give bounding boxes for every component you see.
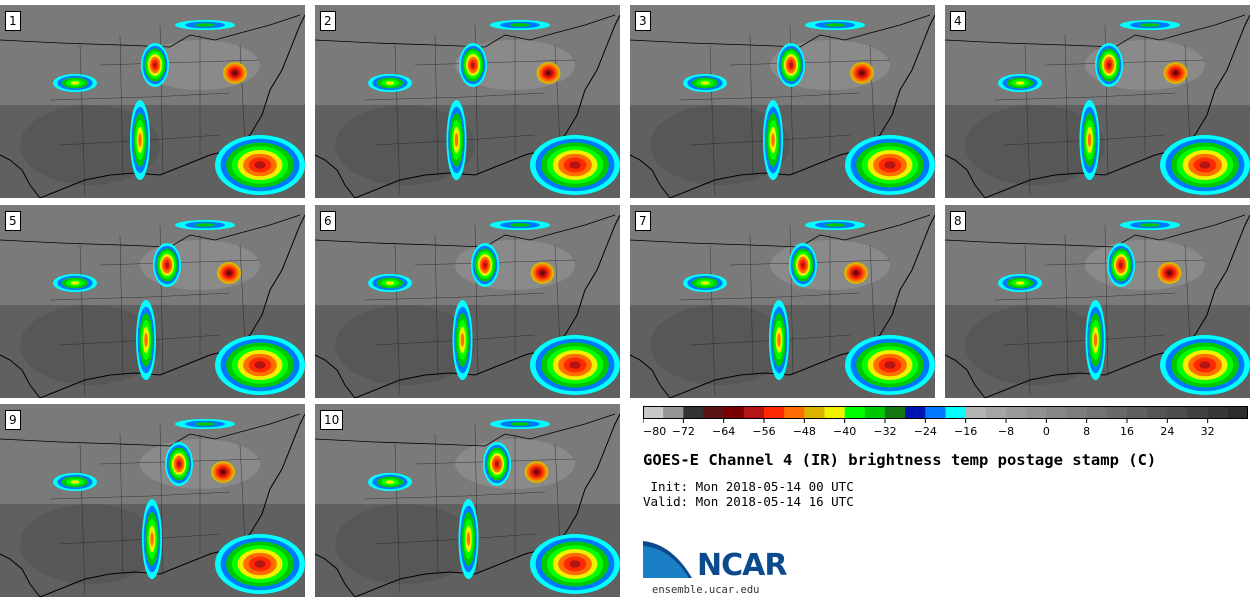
colorbar-swatch	[1187, 406, 1208, 419]
colorbar-swatch	[885, 406, 906, 419]
colorbar-swatch	[1046, 406, 1067, 419]
colorbar-tick-label: −48	[793, 425, 816, 438]
colorbar-swatch	[723, 406, 745, 419]
panel-label: 3	[635, 11, 651, 31]
colorbar-swatch	[1227, 406, 1248, 419]
colorbar-tick-label: −40	[833, 425, 856, 438]
panel-label: 1	[5, 11, 21, 31]
ncar-logo-text: NCAR	[697, 548, 787, 583]
colorbar-tick-label: −72	[672, 425, 695, 438]
panel-label: 6	[320, 211, 336, 231]
colorbar-tick-label: −32	[873, 425, 896, 438]
panel-label: 10	[320, 410, 344, 430]
init-time: Init: Mon 2018-05-14 00 UTC	[643, 479, 854, 494]
map-panel-6: 6	[315, 205, 620, 398]
panel-label: 5	[5, 211, 21, 231]
colorbar-tick-label: −16	[954, 425, 977, 438]
colorbar-swatch	[1147, 406, 1168, 419]
colorbar-swatch	[905, 406, 926, 419]
colorbar-swatch	[703, 406, 724, 419]
logo-url: ensemble.ucar.edu	[652, 584, 760, 596]
colorbar-swatch	[1167, 406, 1188, 419]
map-panel-3: 3	[630, 5, 935, 198]
map-panel-8: 8	[945, 205, 1250, 398]
panel-label: 2	[320, 11, 336, 31]
colorbar-swatch	[1026, 406, 1047, 419]
panel-label: 7	[635, 211, 651, 231]
colorbar-swatch	[643, 406, 664, 419]
colorbar-swatch	[1086, 406, 1108, 419]
colorbar-tick-label: 16	[1120, 425, 1134, 438]
colorbar-swatch	[824, 406, 845, 419]
panel-label: 4	[950, 11, 966, 31]
colorbar-tick-label: −24	[914, 425, 937, 438]
colorbar-swatch	[945, 406, 966, 419]
panel-label: 8	[950, 211, 966, 231]
panel-label: 9	[5, 410, 21, 430]
colorbar-swatch	[965, 406, 987, 419]
colorbar-swatch	[1106, 406, 1128, 419]
map-panel-1: 1	[0, 5, 305, 198]
colorbar-swatch	[925, 406, 946, 419]
map-panel-7: 7	[630, 205, 935, 398]
colorbar-tick-label: −56	[752, 425, 775, 438]
map-panel-10: 10	[315, 404, 620, 597]
colorbar-swatch	[804, 406, 825, 419]
colorbar-ticks: −80 −72 −64 −56 −48 −40 −32 −24 −16 −8 0 8 16 24 32	[643, 419, 1215, 438]
colorbar-swatch	[864, 406, 886, 419]
colorbar-swatch	[1006, 406, 1027, 419]
colorbar-tick-label: 8	[1083, 425, 1090, 438]
colorbar-swatch	[784, 406, 805, 419]
figure-title: GOES-E Channel 4 (IR) brightness temp po…	[643, 451, 1157, 469]
colorbar	[643, 406, 1248, 419]
ncar-logo-icon	[643, 541, 692, 578]
colorbar-swatch	[1127, 406, 1148, 419]
colorbar-swatch	[985, 406, 1007, 419]
colorbar-tick-label: −8	[998, 425, 1014, 438]
colorbar-swatch	[1207, 406, 1229, 419]
colorbar-tick-label: 0	[1043, 425, 1050, 438]
map-panel-2: 2	[315, 5, 620, 198]
colorbar-swatch	[764, 406, 785, 419]
map-panel-4: 4	[945, 5, 1250, 198]
colorbar-swatch	[1066, 406, 1087, 419]
colorbar-swatch	[663, 406, 684, 419]
colorbar-swatch	[743, 406, 765, 419]
colorbar-tick-label: −64	[712, 425, 735, 438]
colorbar-swatch	[844, 406, 866, 419]
valid-time: Valid: Mon 2018-05-14 16 UTC	[643, 494, 854, 509]
map-panel-5: 5	[0, 205, 305, 398]
colorbar-tick-label: 32	[1201, 425, 1215, 438]
colorbar-swatch	[683, 406, 704, 419]
colorbar-tick-label: 24	[1160, 425, 1174, 438]
colorbar-tick-label: −80	[643, 425, 666, 438]
map-panel-9: 9	[0, 404, 305, 597]
